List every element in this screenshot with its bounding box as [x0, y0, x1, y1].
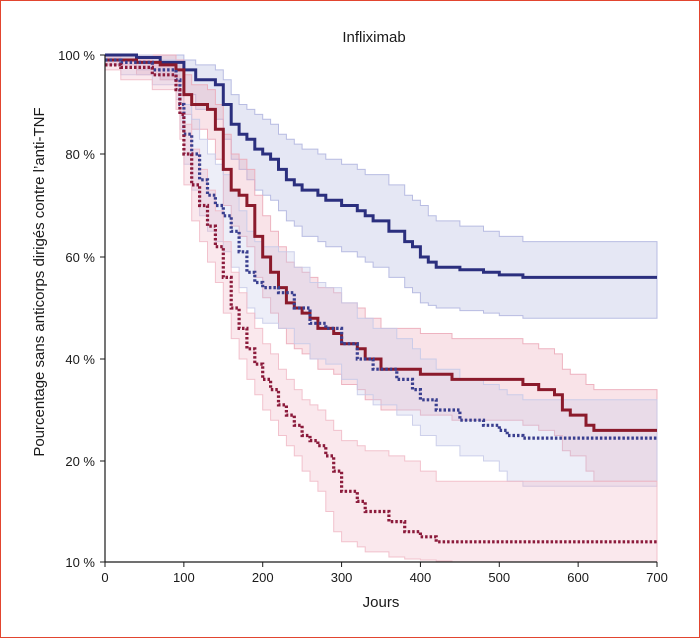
y-tick-label: 60 % — [65, 250, 95, 265]
x-tick-label: 0 — [101, 570, 108, 585]
series-line-2 — [105, 58, 657, 432]
x-tick-label: 600 — [567, 570, 589, 585]
x-tick-label: 500 — [488, 570, 510, 585]
x-ticks: 0 100 200 300 400 500 600 700 — [101, 562, 668, 585]
x-tick-label: 700 — [646, 570, 668, 585]
x-tick-label: 400 — [410, 570, 432, 585]
series-line-1 — [105, 53, 657, 279]
y-tick-label: 40 % — [65, 352, 95, 367]
confidence-band-1 — [104, 54, 658, 319]
series-line-4 — [105, 63, 657, 544]
y-tick-label: 20 % — [65, 454, 95, 469]
series-line-3 — [105, 58, 657, 440]
x-tick-label: 100 — [173, 570, 195, 585]
confidence-bands — [104, 54, 658, 563]
y-ticks: 10 % 20 % 40 % 60 % 80 % 100 % — [58, 48, 105, 570]
y-axis-label: Pourcentage sans anticorps dirigés contr… — [31, 107, 48, 456]
y-tick-label: 100 % — [58, 48, 95, 63]
series-lines — [105, 53, 657, 544]
x-tick-label: 300 — [331, 570, 353, 585]
axes — [104, 55, 657, 563]
x-tick-label: 200 — [252, 570, 274, 585]
y-tick-label: 80 % — [65, 147, 95, 162]
x-axis-label: Jours — [363, 594, 400, 611]
chart-title: Infliximab — [342, 29, 405, 46]
y-tick-label: 10 % — [65, 555, 95, 570]
